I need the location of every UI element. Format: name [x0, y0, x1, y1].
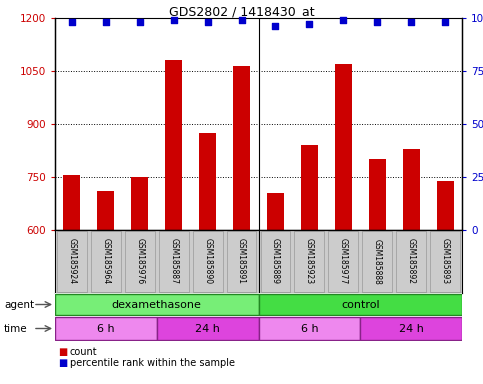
Point [441, 19, 449, 25]
Bar [98, 191, 114, 230]
Text: agent: agent [4, 300, 34, 310]
Bar [233, 66, 250, 230]
Text: GSM185889: GSM185889 [271, 238, 280, 285]
Bar [403, 149, 420, 230]
Bar [63, 175, 81, 230]
Bar [335, 64, 352, 230]
FancyBboxPatch shape [125, 231, 155, 292]
FancyBboxPatch shape [159, 231, 189, 292]
FancyBboxPatch shape [57, 231, 87, 292]
Text: ■: ■ [58, 358, 67, 368]
Bar [267, 193, 284, 230]
FancyBboxPatch shape [396, 231, 426, 292]
FancyBboxPatch shape [55, 294, 258, 315]
Point [136, 19, 143, 25]
Text: 6 h: 6 h [300, 323, 318, 333]
Text: GSM185977: GSM185977 [339, 238, 348, 285]
FancyBboxPatch shape [227, 231, 256, 292]
FancyBboxPatch shape [295, 231, 324, 292]
Point [306, 21, 313, 27]
FancyBboxPatch shape [260, 231, 290, 292]
Text: GSM185964: GSM185964 [101, 238, 111, 285]
Text: control: control [341, 300, 380, 310]
Point [238, 17, 245, 23]
Text: count: count [70, 347, 98, 357]
Bar [301, 145, 318, 230]
FancyBboxPatch shape [362, 231, 392, 292]
Text: GSM185893: GSM185893 [440, 238, 450, 285]
Text: time: time [4, 323, 28, 333]
Point [373, 19, 381, 25]
FancyBboxPatch shape [430, 231, 460, 292]
FancyBboxPatch shape [55, 317, 157, 340]
Point [102, 19, 110, 25]
Text: GSM185888: GSM185888 [373, 238, 382, 285]
FancyBboxPatch shape [258, 294, 462, 315]
Text: GSM185887: GSM185887 [169, 238, 178, 285]
FancyBboxPatch shape [328, 231, 358, 292]
Text: 6 h: 6 h [97, 323, 114, 333]
Text: GSM185892: GSM185892 [407, 238, 416, 285]
Text: GSM185924: GSM185924 [68, 238, 76, 285]
FancyBboxPatch shape [157, 317, 258, 340]
Bar [369, 159, 386, 230]
Text: GSM185976: GSM185976 [135, 238, 144, 285]
Text: GSM185923: GSM185923 [305, 238, 314, 285]
Bar [131, 177, 148, 230]
Text: dexamethasone: dexamethasone [112, 300, 202, 310]
Text: ■: ■ [58, 347, 67, 357]
FancyBboxPatch shape [91, 231, 121, 292]
Text: 24 h: 24 h [195, 323, 220, 333]
Bar [199, 133, 216, 230]
FancyBboxPatch shape [360, 317, 462, 340]
Point [204, 19, 212, 25]
Point [340, 17, 347, 23]
FancyBboxPatch shape [193, 231, 223, 292]
Text: GSM185891: GSM185891 [237, 238, 246, 285]
Point [68, 19, 76, 25]
Bar [165, 60, 182, 230]
Point [271, 23, 279, 30]
Text: 24 h: 24 h [398, 323, 424, 333]
FancyBboxPatch shape [258, 317, 360, 340]
Text: GSM185890: GSM185890 [203, 238, 212, 285]
Text: GDS2802 / 1418430_at: GDS2802 / 1418430_at [169, 5, 314, 18]
Text: percentile rank within the sample: percentile rank within the sample [70, 358, 235, 368]
Point [170, 17, 178, 23]
Point [407, 19, 415, 25]
Bar [437, 180, 454, 230]
